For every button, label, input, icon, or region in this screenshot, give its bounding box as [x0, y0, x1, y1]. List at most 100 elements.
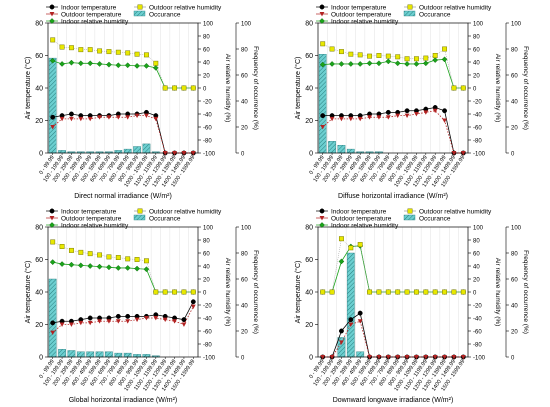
outdoor-temperature-point — [348, 322, 354, 327]
occurance-bar — [346, 148, 355, 154]
outdoor-temperature-point — [451, 151, 457, 156]
occurance-bar — [133, 354, 141, 358]
outdoor-temperature-point — [357, 116, 363, 122]
outdoor-temperature-point — [385, 355, 391, 360]
outdoor-temperature-point — [162, 151, 168, 156]
y2-tick-label: -100 — [203, 355, 216, 361]
y2-tick-label: -80 — [473, 342, 482, 348]
outdoor-temperature-point — [404, 113, 410, 119]
outdoor-temperature-point — [97, 319, 102, 324]
y2-tick-label: 20 — [473, 73, 480, 79]
outdoor-temperature-point — [153, 316, 159, 321]
indoor-relative-humidity-point — [115, 62, 122, 69]
y2-axis-title: Air relative humidity (%) — [224, 258, 231, 327]
y2-axis-title: Air relative humidity (%) — [494, 258, 501, 327]
y-tick-label: 0 — [309, 151, 313, 158]
occurance-bar — [318, 54, 327, 154]
legend-label: Outdoor relative humidity — [149, 208, 222, 215]
x-axis-title: Global horizontal irradiance (W/m²) — [69, 397, 178, 404]
y3-tick-label: 80 — [241, 251, 248, 257]
occurance-bar — [48, 278, 57, 358]
y2-tick-label: 100 — [473, 225, 484, 231]
outdoor-temperature-point — [376, 115, 382, 120]
outdoor-temperature-point — [125, 319, 131, 324]
legend-label: Indoor temperature — [61, 208, 117, 215]
legend-label: Indoor relative humidity — [61, 18, 129, 25]
outdoor-temperature-point — [181, 322, 187, 327]
outdoor-relative-humidity-point — [395, 289, 401, 295]
indoor-relative-humidity-point — [143, 63, 150, 69]
y-tick-label: 0 — [39, 355, 43, 362]
outdoor-relative-humidity-point — [404, 56, 410, 62]
outdoor-relative-humidity-point — [385, 289, 391, 295]
y3-tick-label: 80 — [511, 251, 518, 257]
outdoor-relative-humidity-point — [357, 52, 363, 58]
indoor-temperature-point — [404, 108, 410, 114]
y-tick-label: 80 — [35, 225, 43, 232]
outdoor-relative-humidity-point — [451, 289, 457, 295]
y2-tick-label: -60 — [203, 125, 212, 131]
outdoor-temperature-point — [404, 355, 410, 360]
y2-tick-label: -40 — [473, 316, 482, 322]
outdoor-relative-humidity-point — [338, 49, 344, 55]
legend-label: Outdoor relative humidity — [149, 4, 222, 11]
y2-tick-label: 60 — [203, 47, 210, 53]
indoor-relative-humidity-line — [52, 261, 194, 293]
outdoor-temperature-point — [69, 322, 74, 327]
occurance-bar — [76, 351, 85, 358]
occurance-bar — [337, 144, 346, 154]
outdoor-temperature-point — [59, 322, 65, 327]
indoor-relative-humidity-point — [124, 62, 131, 69]
indoor-relative-humidity-point — [115, 265, 122, 271]
indoor-relative-humidity-point — [134, 63, 140, 69]
y-tick-label: 40 — [305, 290, 313, 297]
outdoor-relative-humidity-point — [78, 47, 84, 53]
indoor-relative-humidity-point — [404, 61, 410, 67]
outdoor-temperature-point — [50, 125, 56, 130]
outdoor-relative-humidity-point — [106, 49, 112, 55]
outdoor-temperature-point — [320, 125, 326, 130]
occurance-bar — [48, 57, 57, 154]
y2-tick-label: 40 — [473, 60, 480, 66]
outdoor-relative-humidity-point — [172, 85, 178, 91]
outdoor-relative-humidity-point — [78, 249, 84, 255]
outdoor-temperature-point — [367, 355, 372, 360]
outdoor-relative-humidity-point — [413, 289, 419, 295]
outdoor-relative-humidity-point — [181, 85, 187, 91]
outdoor-temperature-point — [348, 116, 354, 122]
y-tick-label: 60 — [305, 53, 313, 60]
legend-marker-outdoor-relative-humidity — [407, 4, 413, 10]
occurance-bar — [356, 351, 365, 358]
outdoor-relative-humidity-point — [395, 54, 401, 60]
y3-tick-label: 40 — [241, 99, 248, 105]
indoor-temperature-point — [125, 313, 131, 319]
outdoor-temperature-point — [78, 320, 84, 326]
indoor-relative-humidity-point — [143, 266, 150, 273]
occurance-bar — [328, 141, 336, 154]
outdoor-temperature-point — [134, 317, 140, 323]
outdoor-temperature-point — [329, 116, 335, 122]
y-tick-label: 80 — [35, 21, 43, 28]
indoor-temperature-point — [87, 315, 93, 321]
indoor-temperature-point — [385, 109, 391, 115]
y-axis-title: Air temperature (°C) — [24, 57, 32, 120]
y3-tick-label: 80 — [241, 47, 248, 53]
outdoor-temperature-point — [320, 355, 326, 360]
outdoor-temperature-point — [432, 108, 438, 114]
outdoor-temperature-point — [153, 116, 159, 122]
outdoor-relative-humidity-point — [451, 85, 457, 91]
y2-tick-label: -40 — [473, 112, 482, 118]
outdoor-temperature-point — [50, 330, 56, 336]
outdoor-relative-humidity-point — [115, 255, 121, 261]
y2-tick-label: -20 — [203, 99, 212, 105]
outdoor-relative-humidity-point — [329, 46, 335, 52]
outdoor-relative-humidity-point — [367, 53, 373, 59]
outdoor-temperature-point — [423, 110, 429, 115]
y-tick-label: 80 — [305, 21, 313, 28]
occurance-bar — [114, 150, 123, 154]
occurance-bar — [123, 352, 132, 358]
y2-tick-label: -60 — [203, 329, 212, 335]
legend-label: Indoor relative humidity — [331, 222, 399, 229]
y2-axis-title: Air relative humidity (%) — [494, 54, 501, 123]
